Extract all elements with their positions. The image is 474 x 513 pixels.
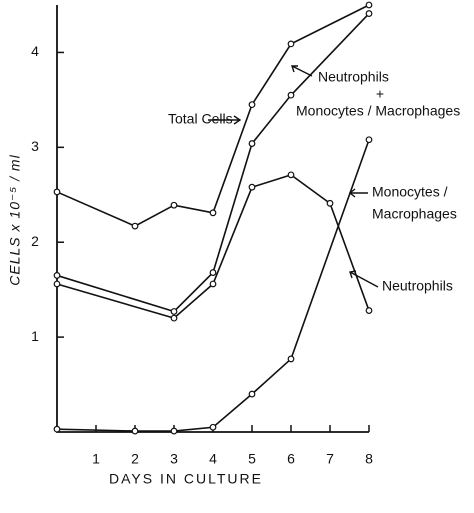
x-tick-label: 6	[287, 451, 295, 467]
point	[209, 280, 217, 288]
point	[170, 314, 178, 322]
annotation: Macrophages	[372, 206, 457, 222]
point	[365, 10, 373, 17]
x-tick-label: 5	[248, 451, 256, 467]
arrow	[348, 188, 368, 198]
point	[170, 201, 178, 209]
point	[248, 390, 256, 398]
arrow	[208, 115, 242, 125]
point	[365, 136, 373, 144]
point	[209, 423, 217, 431]
point	[326, 199, 334, 207]
x-tick-label: 2	[131, 451, 139, 467]
x-tick-label: 7	[326, 451, 334, 467]
point	[248, 140, 256, 147]
annotation: Monocytes / Macrophages	[296, 103, 460, 119]
point	[170, 308, 178, 315]
point	[365, 1, 373, 9]
point	[53, 280, 61, 288]
point	[170, 427, 178, 435]
x-axis-label: DAYS IN CULTURE	[109, 471, 263, 487]
arrow	[349, 270, 379, 288]
point	[248, 101, 256, 109]
y-tick-label: 4	[31, 43, 39, 59]
y-axis-label: CELLS x 10⁻⁵ / ml	[7, 154, 23, 285]
y-tick-label: 2	[31, 233, 39, 249]
point	[131, 222, 139, 230]
point	[53, 272, 61, 279]
point	[53, 425, 61, 433]
point	[248, 183, 256, 191]
x-tick-label: 4	[209, 451, 217, 467]
annotation: Neutrophils	[382, 278, 453, 294]
point	[287, 40, 295, 48]
y-tick-label: 3	[31, 138, 39, 154]
x-tick-label: 8	[365, 451, 373, 467]
point	[209, 209, 217, 217]
annotation: Neutrophils	[318, 69, 389, 85]
annotation: Total Cells	[168, 111, 233, 127]
y-tick-label: 1	[31, 328, 39, 344]
x-tick-label: 3	[170, 451, 178, 467]
point	[53, 188, 61, 196]
x-tick-label: 1	[92, 451, 100, 467]
arrow	[291, 65, 313, 77]
series-line	[56, 12, 370, 313]
annotation: Monocytes /	[372, 184, 448, 200]
point	[287, 355, 295, 363]
annotation: +	[376, 86, 384, 102]
point	[209, 269, 217, 276]
point	[131, 427, 139, 435]
point	[287, 171, 295, 179]
point	[365, 307, 373, 314]
point	[287, 91, 295, 99]
series-line	[56, 173, 370, 320]
